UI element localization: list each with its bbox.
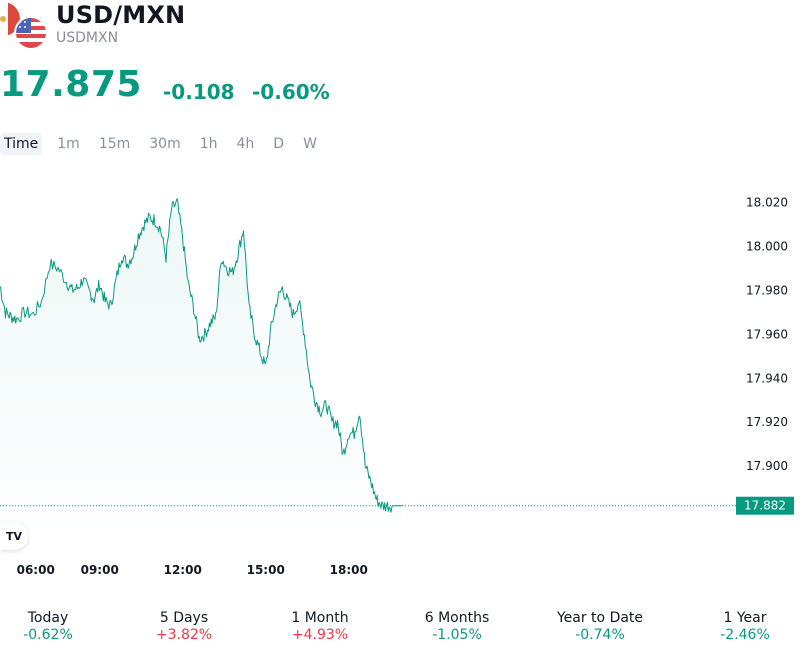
symbol-title: USD/MXN [56,1,186,29]
y-tick-label: 18.000 [746,239,788,253]
y-tick-label: 17.960 [746,327,788,341]
last-price-label: 17.882 [744,499,786,513]
tab-d[interactable]: D [273,136,285,152]
perf-year-to-date[interactable]: Year to Date -0.74% [557,610,643,643]
perf-value: -1.05% [432,627,482,643]
price-chart-svg[interactable]: 17.882 17.900 17.920 17.940 17.960 17.980 18.0… [0,170,800,590]
usa-flag-icon [14,16,48,50]
perf-value: -2.46% [720,627,770,643]
perf-value: -0.74% [575,627,625,643]
x-tick-label: 09:00 [81,563,119,577]
tab-4h[interactable]: 4h [236,136,255,152]
perf-label: Year to Date [556,610,644,626]
x-tick-label: 12:00 [164,563,202,577]
x-tick-label: 15:00 [247,563,285,577]
perf-value: +4.93% [291,627,349,643]
perf-today[interactable]: Today -0.62% [23,610,73,643]
perf-value: +3.82% [155,627,213,643]
price-change-percent: -0.60% [252,80,330,104]
interval-tabs: Time 1m 15m 30m 1h 4h D W [0,132,332,156]
x-tick-label: 18:00 [330,563,368,577]
tradingview-logo-icon[interactable]: TV [0,522,28,550]
currency-flags [0,2,50,50]
tab-w[interactable]: W [303,136,317,152]
symbol-ticker: USDMXN [56,30,119,46]
perf-value: -0.62% [23,627,73,643]
last-price-label-bg [736,496,794,515]
price-area-fill [0,198,403,520]
perf-1-year[interactable]: 1 Year -2.46% [720,610,770,643]
perf-5-days[interactable]: 5 Days +3.82% [156,610,212,643]
symbol-header: USD/MXN USDMXN [0,0,800,60]
performance-bar: Today -0.62% 5 Days +3.82% 1 Month +4.93… [0,610,800,650]
tab-15m[interactable]: 15m [98,136,131,152]
perf-6-months[interactable]: 6 Months -1.05% [425,610,490,643]
y-tick-label: 18.020 [746,195,788,209]
perf-label: 6 Months [424,610,490,626]
quote-summary: 17.875 -0.108 -0.60% [0,64,800,108]
y-tick-label: 17.920 [746,415,788,429]
perf-label: 5 Days [159,610,209,626]
perf-label: 1 Month [291,610,349,626]
tab-30m[interactable]: 30m [149,136,181,152]
price-change: -0.108 [163,80,235,104]
y-tick-label: 17.940 [746,371,788,385]
perf-1-month[interactable]: 1 Month +4.93% [291,610,348,643]
last-price: 17.875 [0,64,142,105]
price-chart[interactable]: 17.882 17.900 17.920 17.940 17.960 17.980 18.0… [0,170,800,590]
tab-1h[interactable]: 1h [199,136,218,152]
x-tick-label: 06:00 [17,563,55,577]
perf-label: Today [27,610,69,626]
y-tick-label: 17.980 [746,283,788,297]
perf-label: 1 Year [723,610,767,626]
tab-1m[interactable]: 1m [57,136,80,152]
price-line [0,198,403,513]
y-tick-label: 17.900 [746,459,788,473]
tab-time[interactable]: Time [0,133,43,155]
